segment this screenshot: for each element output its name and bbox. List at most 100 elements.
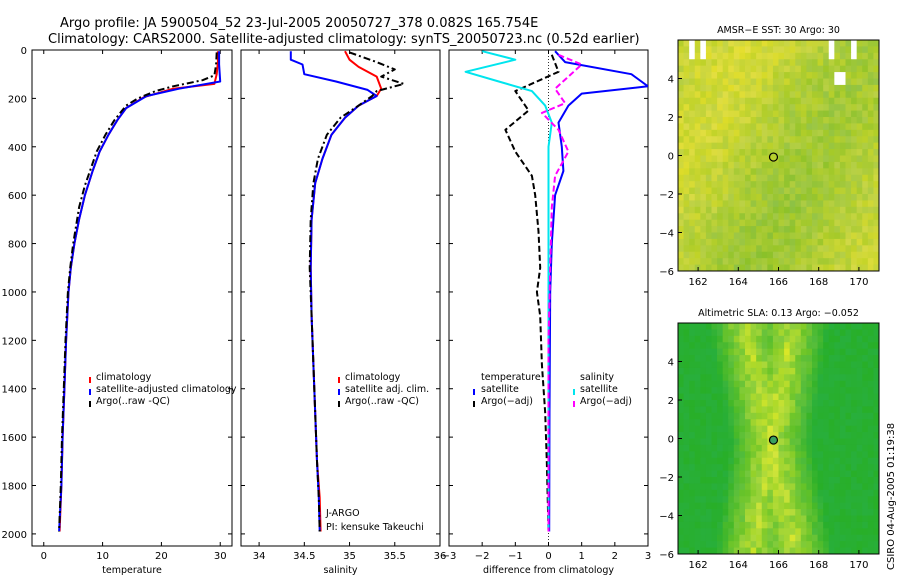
map-cell (733, 72, 740, 79)
map-cell (678, 374, 684, 382)
map-cell (862, 457, 869, 465)
map-cell (845, 174, 852, 182)
map-cell (767, 264, 774, 272)
map-cell (733, 110, 740, 118)
map-cell (705, 168, 712, 176)
map-cell (705, 547, 712, 555)
legend-title-temperature: temperature (481, 372, 541, 383)
map-cell (789, 361, 796, 369)
map-cell (683, 174, 690, 182)
map-cell (778, 91, 785, 99)
map-cell (767, 387, 774, 394)
map-cell (756, 496, 763, 504)
map-cell (756, 251, 763, 259)
map-cell (756, 457, 763, 465)
map-cell (711, 515, 718, 523)
map-cell (772, 323, 779, 330)
map-cell (862, 213, 869, 221)
map-cell (705, 489, 712, 497)
map-cell (823, 355, 830, 362)
map-cell (778, 335, 785, 343)
map-cell (789, 238, 796, 246)
map-cell (728, 432, 735, 439)
map-cell (806, 521, 813, 529)
map-cell (800, 393, 807, 401)
map-cell (806, 40, 813, 47)
map-cell (728, 412, 735, 420)
map-cell (845, 400, 852, 407)
map-cell (778, 97, 785, 105)
map-cell (800, 174, 807, 182)
map-cell (711, 200, 718, 208)
map-cell (739, 406, 746, 414)
map-cell (745, 528, 751, 536)
map-cell (800, 509, 807, 516)
map-cell (839, 457, 846, 465)
map-cell (817, 245, 824, 253)
map-cell (839, 238, 846, 246)
map-cell (789, 400, 796, 407)
map-cell (761, 245, 768, 253)
map-cell (700, 129, 707, 137)
map-cell (795, 142, 802, 150)
map-y-tick-label: −6 (659, 550, 674, 561)
map-cell (700, 46, 707, 54)
map-cell (789, 136, 796, 144)
map-cell (772, 219, 779, 227)
map-cell (739, 361, 746, 369)
map-cell (750, 412, 757, 420)
map-cell (717, 451, 724, 459)
map-cell (828, 78, 835, 86)
map-cell (761, 161, 768, 169)
map-cell (711, 457, 718, 465)
map-cell (839, 174, 846, 182)
map-cell (839, 355, 846, 362)
map-cell (867, 348, 874, 356)
map-cell (789, 187, 796, 195)
map-cell (700, 483, 707, 491)
map-cell (828, 419, 835, 427)
map-cell (705, 387, 712, 394)
map-cell (784, 200, 791, 208)
map-cell (722, 174, 729, 182)
legend-label: climatology (345, 372, 401, 383)
map-cell (683, 110, 690, 118)
map-cell (873, 72, 880, 79)
map-cell (789, 323, 796, 330)
map-cell (784, 335, 791, 343)
map-cell (873, 425, 880, 433)
map-cell (856, 97, 863, 105)
map-cell (689, 258, 696, 265)
map-cell (817, 547, 824, 555)
map-cell (828, 477, 835, 484)
map-cell (812, 181, 818, 188)
map-cell (717, 264, 724, 272)
map-cell (683, 438, 690, 446)
map-cell (733, 329, 740, 337)
map-cell (745, 521, 751, 529)
map-cell (828, 194, 835, 201)
map-cell (795, 123, 802, 131)
map-cell (795, 425, 802, 433)
map-cell (778, 393, 785, 401)
map-cell (772, 348, 779, 356)
map-cell (823, 226, 830, 233)
map-cell (839, 489, 846, 497)
map-cell (767, 187, 774, 195)
map-cell (761, 52, 768, 60)
map-cell (700, 187, 707, 195)
map-cell (873, 46, 880, 54)
map-cell (856, 329, 863, 337)
map-cell (812, 206, 818, 214)
map-cell (722, 40, 729, 47)
map-cell (733, 541, 740, 548)
map-cell (834, 206, 841, 214)
map-cell (711, 142, 718, 150)
map-cell (795, 232, 802, 240)
map-cell (851, 509, 858, 516)
map-cell (867, 78, 874, 86)
map-cell (694, 258, 701, 265)
map-cell (839, 547, 846, 555)
map-cell (739, 419, 746, 427)
map-cell (823, 457, 830, 465)
